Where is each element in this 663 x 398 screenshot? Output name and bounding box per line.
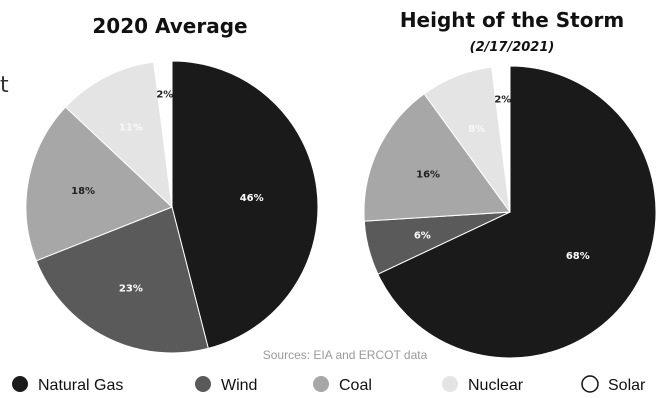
pie-0-label-nuclear: 11% bbox=[119, 122, 143, 133]
pie-1-slice-solar bbox=[491, 65, 511, 213]
legend-label-wind: Wind bbox=[221, 377, 257, 394]
pie-0-label-solar: 2% bbox=[156, 89, 173, 100]
legend-swatch-nuclear bbox=[442, 376, 458, 392]
pie-chart-2020-average: 46% 23% 18% 11% 2% bbox=[25, 60, 319, 354]
legend-label-solar: Solar bbox=[608, 377, 646, 394]
pie-0-label-coal: 18% bbox=[71, 186, 95, 197]
legend-swatch-natural-gas bbox=[12, 376, 28, 392]
chart-1-title: 2020 Average bbox=[92, 14, 247, 38]
pie-0-label-wind: 23% bbox=[119, 284, 143, 295]
legend-label-natural-gas: Natural Gas bbox=[38, 377, 123, 394]
legend-label-nuclear: Nuclear bbox=[468, 377, 524, 394]
source-note: Sources: EIA and ERCOT data bbox=[263, 348, 428, 362]
clipped-text-fragment: t bbox=[0, 73, 9, 98]
pie-1-label-wind: 6% bbox=[414, 231, 431, 242]
pie-0-slice-solar bbox=[153, 60, 173, 208]
pie-0-label-natural-gas: 46% bbox=[240, 193, 264, 204]
pie-chart-height-of-storm: 68% 6% 16% 8% 2% bbox=[363, 65, 657, 359]
pie-1-label-coal: 16% bbox=[416, 169, 440, 180]
pie-1-label-natural-gas: 68% bbox=[566, 251, 590, 262]
legend-swatch-coal bbox=[313, 376, 329, 392]
legend-swatch-wind bbox=[195, 376, 211, 392]
legend: Natural Gas Wind Coal Nuclear Solar bbox=[12, 375, 646, 394]
legend-swatch-solar bbox=[581, 375, 599, 393]
pie-1-label-solar: 2% bbox=[494, 94, 511, 105]
pie-0-slice-natural-gas bbox=[171, 60, 319, 350]
pie-1-label-nuclear: 8% bbox=[468, 124, 485, 135]
pie-1-slice-coal bbox=[363, 93, 511, 222]
chart-2-title: Height of the Storm bbox=[400, 8, 624, 32]
pie-0-slice-coal bbox=[25, 106, 173, 262]
pie-0-slice-nuclear bbox=[64, 61, 173, 209]
chart-2-subtitle: (2/17/2021) bbox=[470, 40, 555, 55]
pie-1-slice-natural-gas bbox=[377, 65, 657, 359]
legend-label-coal: Coal bbox=[339, 377, 372, 394]
pie-0-slice-wind bbox=[35, 206, 209, 354]
